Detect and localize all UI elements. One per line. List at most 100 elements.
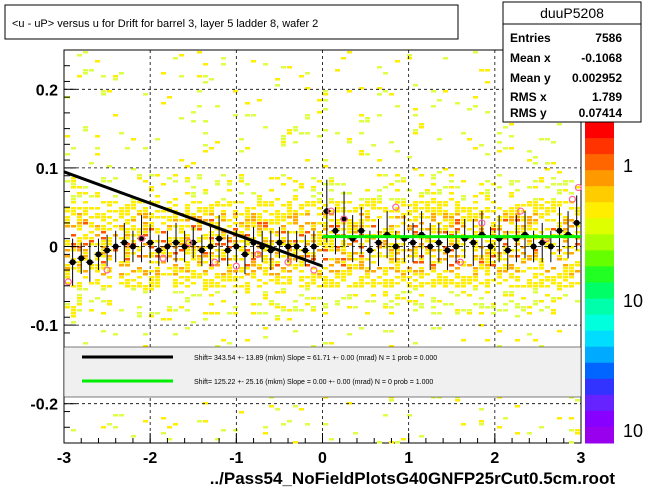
heat-cell	[455, 207, 460, 210]
heat-cell	[545, 237, 550, 240]
heat-cell	[101, 285, 106, 288]
heat-cell	[233, 90, 238, 93]
heat-cell	[167, 267, 172, 270]
heat-cell	[431, 198, 436, 201]
heat-cell	[479, 267, 484, 270]
heat-cell	[395, 249, 400, 252]
heat-cell	[197, 207, 202, 210]
heat-cell	[311, 282, 316, 285]
palette-band	[585, 282, 614, 300]
profile-point	[539, 239, 546, 246]
heat-cell	[359, 267, 364, 270]
heat-cell	[119, 216, 124, 219]
heat-cell	[425, 189, 430, 192]
heat-cell	[311, 297, 316, 300]
heat-cell	[509, 267, 514, 270]
heat-cell	[485, 279, 490, 282]
heat-cell	[227, 219, 232, 222]
heat-cell	[395, 207, 400, 210]
heat-cell	[317, 240, 322, 243]
heat-cell	[365, 300, 370, 303]
heat-cell	[485, 282, 490, 285]
heat-cell	[395, 210, 400, 213]
heat-cell	[407, 189, 412, 192]
heat-cell	[533, 222, 538, 225]
heat-cell	[293, 126, 298, 129]
heat-cell	[377, 255, 382, 258]
heat-cell	[293, 210, 298, 213]
open-marker	[64, 278, 72, 286]
heat-cell	[317, 213, 322, 216]
heat-cell	[527, 243, 532, 246]
heat-cell	[203, 213, 208, 216]
heat-cell	[113, 333, 118, 336]
heat-cell	[293, 258, 298, 261]
heat-cell	[269, 264, 274, 267]
heat-cell	[173, 237, 178, 240]
heat-cell	[185, 261, 190, 264]
heat-cell	[209, 237, 214, 240]
heat-cell	[323, 129, 328, 132]
heat-cell	[227, 237, 232, 240]
heat-cell	[221, 63, 226, 66]
heat-cell	[263, 432, 268, 435]
heat-cell	[383, 246, 388, 249]
palette-band	[585, 186, 614, 203]
heat-cell	[443, 285, 448, 288]
heat-cell	[527, 312, 532, 315]
heat-cell	[395, 198, 400, 201]
heat-cell	[227, 273, 232, 276]
heat-cell	[89, 225, 94, 228]
heat-cell	[281, 237, 286, 240]
heat-cell	[431, 201, 436, 204]
heat-cell	[293, 219, 298, 222]
heat-cell	[257, 231, 262, 234]
heat-cell	[539, 216, 544, 219]
profile-point	[530, 243, 537, 250]
heat-cell	[377, 189, 382, 192]
heat-cell	[443, 252, 448, 255]
heat-cell	[485, 81, 490, 84]
heat-cell	[527, 255, 532, 258]
heat-cell	[449, 240, 454, 243]
heat-cell	[323, 342, 328, 345]
stats-value-meanx: -0.1068	[581, 51, 622, 65]
heat-cell	[533, 156, 538, 159]
heat-cell	[203, 273, 208, 276]
heat-cell	[317, 270, 322, 273]
heat-cell	[125, 207, 130, 210]
heat-cell	[161, 102, 166, 105]
heat-cell	[161, 261, 166, 264]
heat-cell	[221, 300, 226, 303]
heat-cell	[377, 66, 382, 69]
heat-cell	[437, 210, 442, 213]
heat-cell	[125, 285, 130, 288]
x-tick-label: 3	[577, 450, 586, 467]
heat-cell	[551, 162, 556, 165]
heat-cell	[119, 264, 124, 267]
heat-cell	[407, 225, 412, 228]
heat-cell	[557, 288, 562, 291]
heat-cell	[209, 213, 214, 216]
heat-cell	[119, 225, 124, 228]
heat-cell	[155, 261, 160, 264]
heat-cell	[449, 231, 454, 234]
heat-cell	[305, 255, 310, 258]
heat-cell	[269, 177, 274, 180]
heat-cell	[533, 219, 538, 222]
heat-cell	[293, 267, 298, 270]
heat-cell	[353, 231, 358, 234]
heat-cell	[167, 216, 172, 219]
heat-cell	[173, 273, 178, 276]
heat-cell	[287, 207, 292, 210]
heat-cell	[389, 258, 394, 261]
heat-cell	[389, 243, 394, 246]
heat-cell	[137, 246, 142, 249]
heat-cell	[287, 318, 292, 321]
heat-cell	[389, 345, 394, 348]
palette-band	[585, 426, 614, 444]
heat-cell	[107, 423, 112, 426]
heat-cell	[287, 231, 292, 234]
heat-cell	[89, 267, 94, 270]
heat-cell	[83, 213, 88, 216]
